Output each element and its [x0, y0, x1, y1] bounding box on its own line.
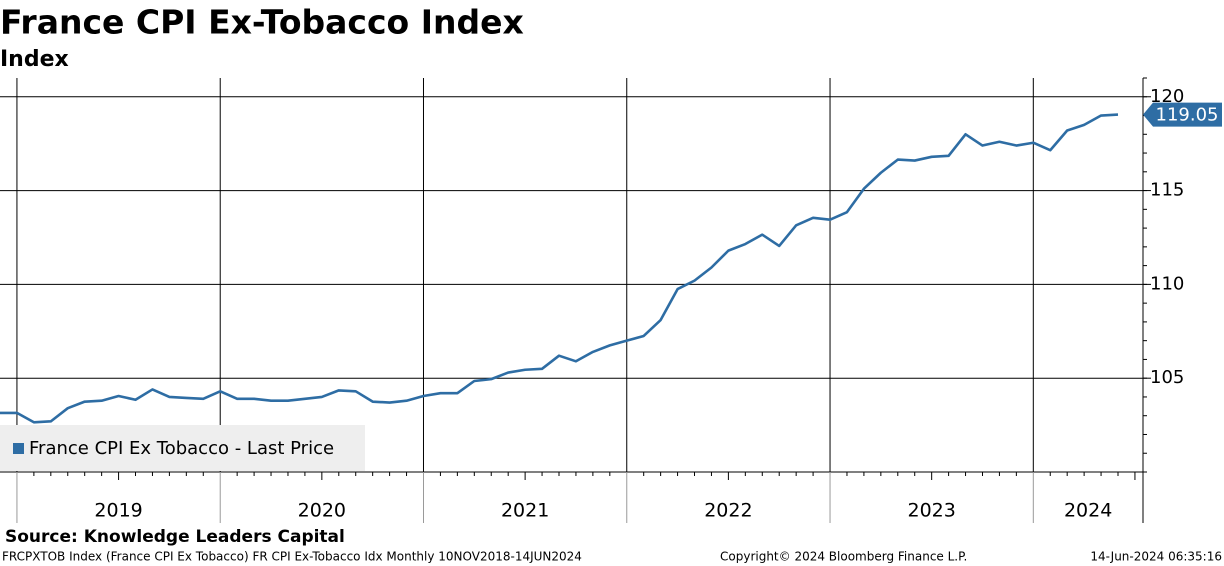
source: Source: Knowledge Leaders Capital	[5, 527, 345, 547]
footer-center: Copyright© 2024 Bloomberg Finance L.P.	[720, 550, 967, 564]
chart-title: France CPI Ex-Tobacco Index	[0, 3, 524, 42]
x-tick-label: 2023	[907, 500, 955, 522]
footer-left: FRCPXTOB Index (France CPI Ex Tobacco) F…	[2, 550, 582, 564]
footer-right: 14-Jun-2024 06:35:16	[1090, 550, 1222, 564]
last-value-label: 119.05	[1156, 105, 1219, 126]
y-tick-label: 110	[1150, 273, 1184, 294]
last-value-tag	[1143, 102, 1222, 127]
y-tick-label: 105	[1150, 367, 1184, 388]
x-tick-label: 2019	[94, 500, 142, 522]
x-tick-label: 2020	[298, 500, 346, 522]
x-tick-label: 2024	[1064, 500, 1112, 522]
legend-box	[0, 425, 365, 471]
x-tick-label: 2022	[704, 500, 752, 522]
x-tick-label: 2021	[501, 500, 549, 522]
chart-subtitle: Index	[0, 47, 69, 72]
y-tick-label: 120	[1150, 86, 1184, 107]
series-line	[0, 113, 1119, 424]
legend-swatch	[13, 443, 24, 454]
legend-label: France CPI Ex Tobacco - Last Price	[29, 438, 334, 459]
y-tick-label: 115	[1150, 180, 1184, 201]
